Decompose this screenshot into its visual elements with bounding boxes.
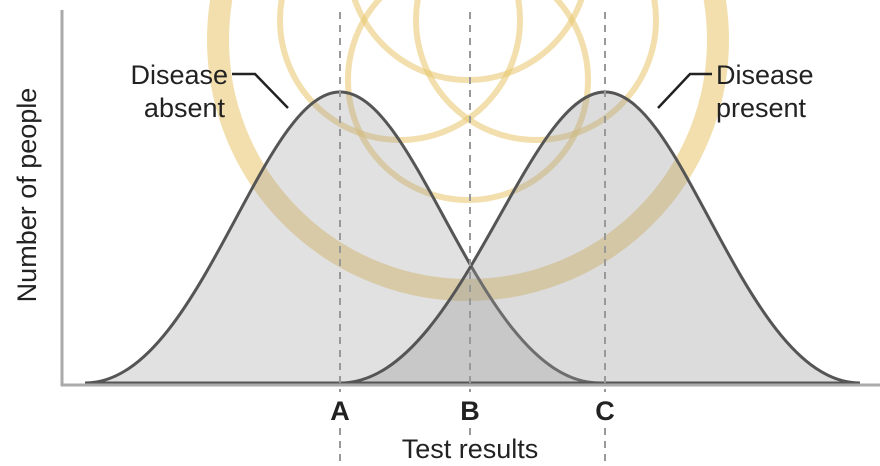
annotation: Disease [716, 60, 814, 90]
threshold-lines [339, 12, 606, 462]
annotation: absent [144, 93, 226, 123]
annotation: Disease [130, 60, 228, 90]
watermark [207, 0, 729, 301]
x-axis-label: Test results [402, 434, 539, 464]
y-axis-label: Number of people [12, 88, 42, 303]
leaders [232, 72, 712, 109]
marker-label: B [460, 396, 480, 426]
marker-label: A [330, 396, 350, 426]
marker-label: C [595, 396, 615, 426]
annotation: present [716, 93, 807, 123]
